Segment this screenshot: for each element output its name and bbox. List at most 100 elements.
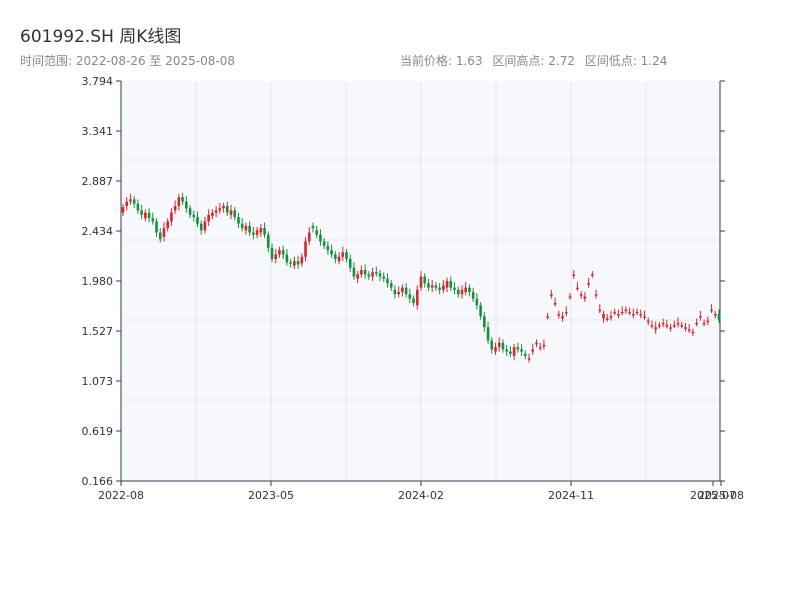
- candle-body: [527, 358, 531, 360]
- candle-body: [471, 292, 475, 299]
- candle-body: [617, 314, 620, 316]
- candle-body: [594, 294, 598, 296]
- candle-body: [691, 331, 695, 334]
- candle-body: [613, 311, 617, 314]
- candle-body: [386, 278, 389, 284]
- candle-body: [669, 327, 672, 329]
- candle-body: [266, 234, 270, 248]
- current-price-text: 当前价格: 1.63: [400, 54, 483, 68]
- candle-body: [654, 327, 657, 330]
- candle-body: [490, 340, 494, 350]
- candle-body: [326, 245, 330, 251]
- candle-body: [263, 228, 266, 235]
- candle-body: [125, 201, 129, 207]
- candle-body: [639, 314, 643, 316]
- candle-body: [680, 325, 684, 327]
- candle-body: [531, 349, 535, 352]
- candle-body: [151, 218, 155, 222]
- candle-body: [121, 207, 125, 213]
- candle-body: [181, 197, 184, 202]
- candle-body: [158, 232, 162, 240]
- x-tick-label: 2025-07: [690, 489, 736, 502]
- candle-body: [509, 351, 512, 354]
- candle-body: [632, 314, 635, 316]
- candle-body: [315, 230, 319, 235]
- x-tick-label: 2024-02: [398, 489, 444, 502]
- candle-body: [218, 208, 222, 211]
- candle-body: [389, 283, 393, 288]
- y-tick-label: 1.073: [82, 375, 114, 388]
- candle-body: [710, 309, 713, 312]
- candle-body: [185, 201, 188, 209]
- candle-body: [665, 325, 669, 327]
- y-tick-label: 1.980: [82, 275, 114, 288]
- candle-body: [296, 261, 300, 265]
- candle-body: [468, 287, 471, 293]
- candle-body: [382, 276, 386, 279]
- candle-body: [401, 287, 404, 293]
- candle-body: [538, 347, 542, 349]
- candle-body: [579, 294, 583, 296]
- candle-body: [129, 199, 132, 202]
- candle-body: [319, 234, 322, 242]
- candle-body: [255, 230, 259, 235]
- candle-body: [423, 276, 427, 284]
- candle-body: [307, 232, 311, 242]
- candle-body: [337, 256, 341, 262]
- candle-body: [546, 316, 549, 318]
- x-tick-label: 2025-08: [698, 489, 744, 502]
- candle-body: [643, 316, 646, 318]
- candle-body: [374, 272, 378, 274]
- candle-body: [449, 281, 453, 288]
- candle-body: [523, 353, 527, 356]
- candle-body: [214, 210, 218, 213]
- candle-body: [233, 210, 237, 218]
- candle-body: [222, 206, 225, 209]
- y-tick-label: 2.887: [82, 175, 114, 188]
- candle-body: [259, 228, 263, 233]
- candle-body: [591, 274, 594, 276]
- candle-body: [587, 283, 590, 285]
- candle-body: [140, 210, 143, 215]
- candle-body: [300, 256, 304, 264]
- candle-body: [207, 214, 210, 222]
- candle-body: [278, 250, 281, 255]
- candle-body: [404, 287, 408, 295]
- candle-body: [628, 311, 631, 314]
- candle-body: [225, 206, 229, 213]
- candle-body: [192, 214, 196, 218]
- candle-body: [445, 281, 449, 288]
- candle-body: [479, 305, 482, 317]
- candle-body: [196, 217, 199, 224]
- candle-body: [419, 276, 423, 288]
- candle-body: [352, 267, 356, 277]
- candle-body: [635, 311, 639, 314]
- candle-body: [486, 327, 490, 341]
- candle-body: [397, 292, 400, 295]
- candle-body: [438, 287, 441, 290]
- candle-body: [442, 285, 445, 290]
- candle-body: [624, 309, 628, 312]
- candle-body: [304, 241, 307, 257]
- candle-body: [136, 203, 140, 211]
- candle-body: [274, 254, 278, 259]
- y-tick-label: 0.166: [82, 475, 114, 488]
- candle-body: [211, 212, 214, 216]
- candle-body: [378, 273, 382, 277]
- y-tick-label: 2.434: [82, 225, 114, 238]
- x-tick-label: 2024-11: [548, 489, 594, 502]
- candle-body: [550, 294, 553, 296]
- candle-body: [520, 349, 523, 352]
- candle-body: [516, 347, 520, 350]
- candle-body: [252, 232, 255, 235]
- candle-body: [162, 228, 166, 237]
- candle-body: [229, 210, 233, 215]
- candle-body: [270, 247, 274, 259]
- candle-body: [713, 314, 717, 316]
- y-tick-label: 0.619: [82, 425, 114, 438]
- candle-body: [199, 223, 203, 231]
- candle-body: [687, 329, 691, 332]
- candle-body: [684, 327, 687, 329]
- candle-body: [393, 289, 397, 295]
